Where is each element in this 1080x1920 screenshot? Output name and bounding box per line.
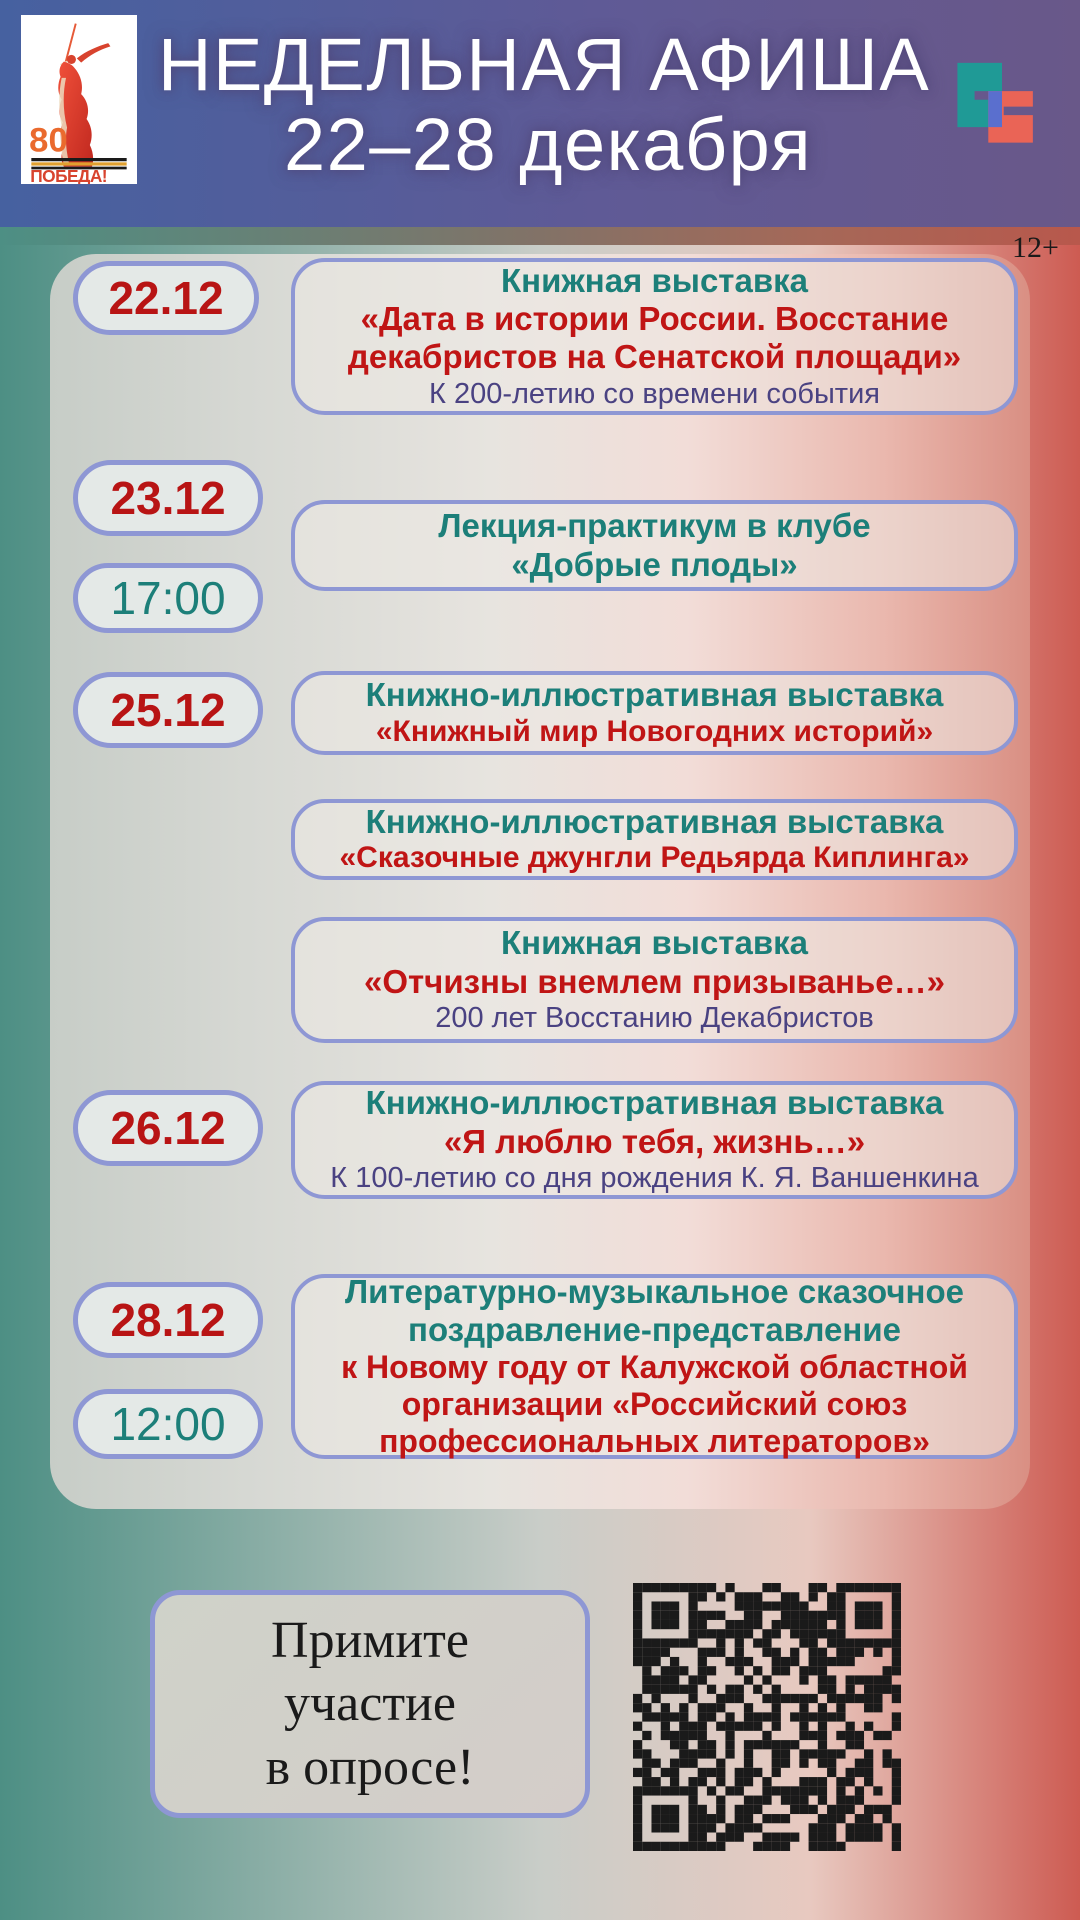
svg-text:80: 80 xyxy=(29,121,68,159)
svg-text:ПОБЕДА!: ПОБЕДА! xyxy=(30,166,107,184)
